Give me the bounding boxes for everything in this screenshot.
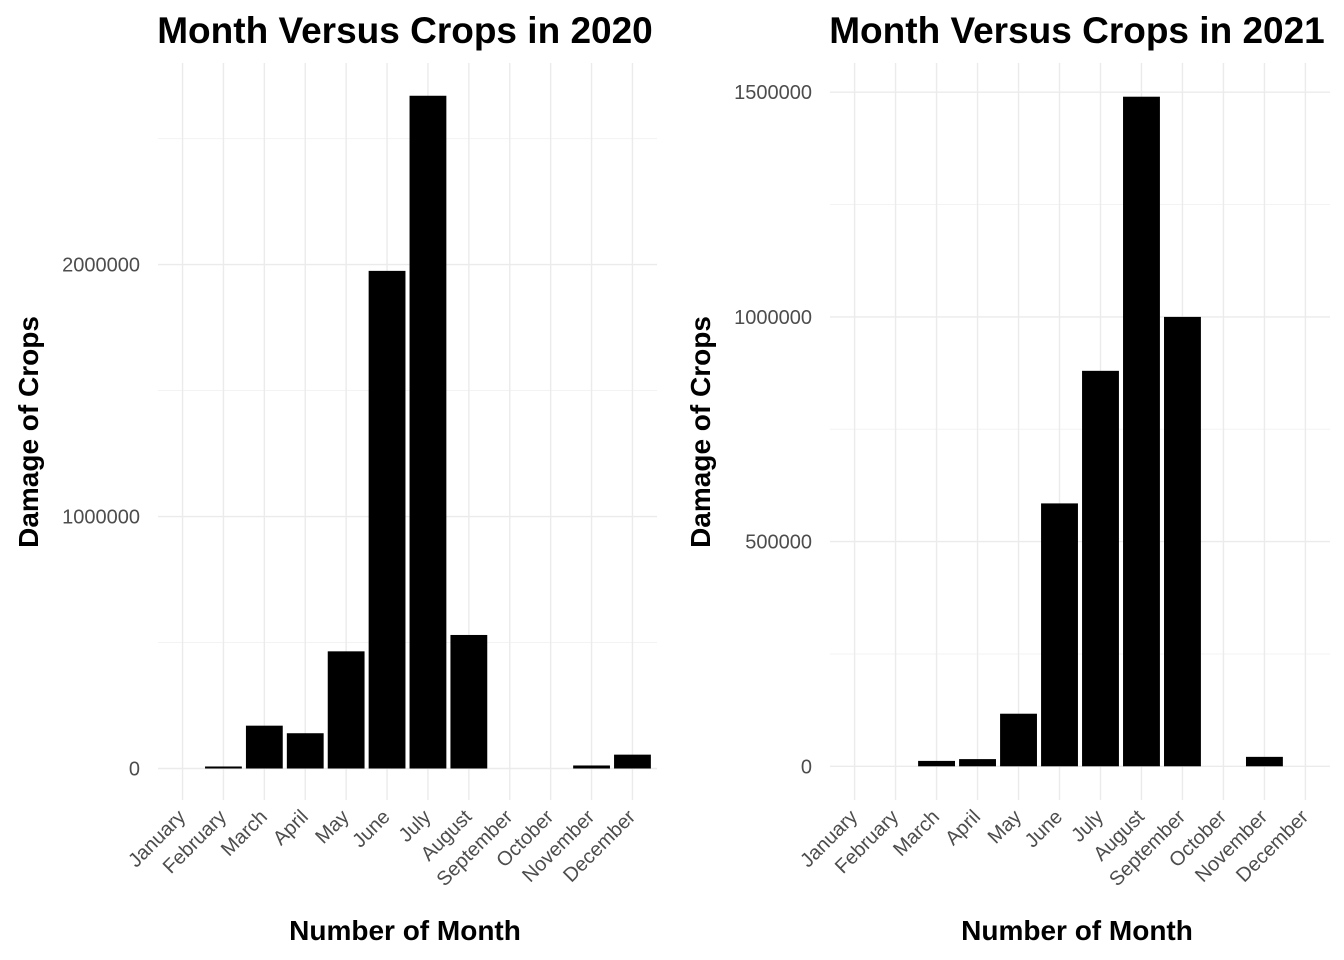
- bars: [205, 95, 651, 769]
- y-tick-label: 0: [129, 759, 140, 781]
- bar-april: [959, 759, 996, 767]
- bar-may: [1000, 713, 1037, 767]
- y-tick-labels: 0 500000 1000000 1500000: [734, 82, 812, 778]
- bar-september: [1164, 316, 1201, 767]
- x-tick-label: March: [217, 806, 272, 861]
- x-tick-label: June: [348, 806, 394, 852]
- x-tick-label: April: [941, 806, 985, 850]
- bars: [918, 96, 1283, 767]
- x-axis-title: Number of Month: [961, 915, 1193, 946]
- y-tick-label: 500000: [745, 532, 812, 554]
- grid-lines: [158, 63, 657, 800]
- chart-panel-2020: 0 1000000 2000000 JanuaryFebruaryMarchApri…: [13, 10, 657, 946]
- bar-july: [409, 95, 447, 769]
- y-tick-label: 1000000: [734, 307, 812, 329]
- bar-november: [1245, 756, 1283, 767]
- x-tick-label: June: [1021, 806, 1067, 852]
- bar-april: [286, 733, 324, 769]
- bar-june: [368, 270, 406, 769]
- bar-march: [245, 725, 283, 769]
- y-tick-label: 2000000: [62, 255, 140, 277]
- bar-february: [205, 766, 242, 769]
- y-tick-label: 0: [801, 756, 812, 778]
- x-tick-label: March: [889, 806, 944, 861]
- y-tick-label: 1500000: [734, 82, 812, 104]
- x-tick-label: May: [311, 806, 353, 848]
- y-tick-labels: 0 1000000 2000000: [62, 255, 140, 781]
- y-tick-label: 1000000: [62, 507, 140, 529]
- grid-lines: [830, 63, 1330, 800]
- x-tick-label: May: [984, 806, 1026, 848]
- bar-november: [573, 765, 610, 769]
- x-tick-label: April: [269, 806, 313, 850]
- bar-may: [327, 651, 365, 769]
- y-axis-title: Damage of Crops: [685, 316, 716, 548]
- bar-july: [1082, 370, 1119, 767]
- bar-december: [614, 754, 651, 769]
- bar-june: [1041, 503, 1078, 767]
- chart-title: Month Versus Crops in 2021: [829, 10, 1325, 51]
- chart-title: Month Versus Crops in 2020: [157, 10, 653, 51]
- chart-panel-2021: 0 500000 1000000 1500000 JanuaryFebruaryMar…: [685, 10, 1330, 946]
- x-axis-title: Number of Month: [289, 915, 521, 946]
- bar-august: [450, 634, 488, 769]
- y-axis-title: Damage of Crops: [13, 316, 44, 548]
- bar-march: [918, 760, 955, 767]
- bar-august: [1123, 96, 1160, 767]
